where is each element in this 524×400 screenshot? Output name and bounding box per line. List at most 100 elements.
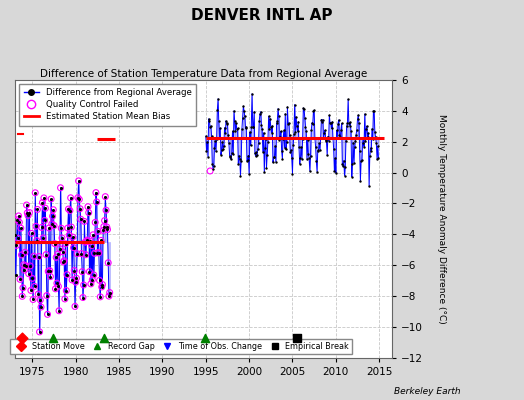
Point [233, 125, 242, 132]
Point [299, 105, 308, 111]
Point [275, 113, 283, 119]
Point [333, 134, 342, 141]
Point [340, 172, 348, 179]
Point [343, 123, 351, 130]
Point [358, 157, 366, 163]
Point [100, 335, 108, 341]
Point [36, 329, 44, 335]
Point [296, 155, 304, 162]
Point [56, 246, 64, 252]
Point [37, 304, 45, 310]
Point [334, 120, 342, 127]
Point [257, 122, 266, 128]
Point [261, 145, 269, 151]
Point [20, 267, 29, 273]
Point [345, 122, 354, 129]
Point [319, 135, 328, 141]
Point [288, 170, 297, 177]
Point [267, 130, 276, 136]
Point [93, 250, 102, 256]
Point [244, 157, 252, 163]
Point [308, 120, 316, 126]
Point [319, 116, 327, 123]
Point [14, 235, 22, 242]
Point [93, 250, 102, 256]
Point [91, 219, 100, 226]
Point [44, 268, 52, 274]
Point [79, 294, 87, 301]
Point [288, 155, 296, 162]
Point [272, 120, 281, 126]
Point [369, 108, 378, 114]
Point [65, 232, 73, 238]
Point [249, 124, 258, 130]
Point [221, 130, 230, 136]
Point [42, 251, 50, 258]
Point [59, 248, 67, 255]
Point [73, 250, 81, 257]
Point [336, 134, 344, 140]
Point [98, 281, 106, 288]
Point [55, 308, 63, 314]
Point [103, 226, 112, 233]
Point [77, 250, 85, 257]
Point [302, 128, 310, 135]
Point [68, 277, 77, 283]
Point [286, 132, 294, 138]
Point [340, 157, 348, 164]
Point [307, 152, 315, 159]
Point [275, 137, 283, 143]
Text: Berkeley Earth: Berkeley Earth [395, 387, 461, 396]
Point [61, 296, 69, 302]
Point [40, 195, 48, 201]
Point [202, 132, 210, 139]
Point [367, 148, 375, 154]
Point [21, 249, 29, 256]
Point [250, 150, 259, 156]
Point [17, 252, 26, 258]
Point [70, 267, 79, 274]
Point [330, 168, 339, 175]
Point [212, 148, 220, 154]
Point [355, 120, 363, 126]
Point [372, 140, 380, 146]
Point [13, 216, 21, 223]
Point [77, 216, 85, 222]
Point [84, 204, 92, 210]
Point [244, 152, 253, 159]
Point [359, 134, 367, 141]
Point [17, 225, 25, 231]
Point [55, 308, 63, 314]
Point [29, 253, 38, 260]
Point [352, 131, 361, 138]
Point [229, 151, 237, 157]
Point [289, 142, 298, 148]
Point [217, 147, 226, 153]
Point [227, 156, 235, 162]
Point [332, 170, 340, 176]
Point [75, 196, 83, 203]
Point [294, 118, 302, 125]
Point [63, 272, 71, 278]
Point [15, 219, 24, 226]
Point [36, 329, 44, 335]
Point [210, 162, 218, 169]
Point [86, 281, 95, 287]
Point [54, 283, 62, 290]
Point [253, 152, 261, 158]
Point [356, 178, 365, 184]
Point [82, 238, 91, 245]
Point [57, 184, 65, 191]
Point [353, 127, 361, 133]
Point [286, 149, 294, 156]
Point [361, 111, 369, 117]
Point [273, 118, 281, 124]
Point [23, 202, 31, 208]
Point [31, 190, 39, 196]
Point [89, 232, 97, 238]
Point [374, 155, 383, 161]
Point [354, 112, 363, 118]
Point [66, 207, 74, 214]
Point [46, 273, 54, 280]
Point [29, 296, 37, 303]
